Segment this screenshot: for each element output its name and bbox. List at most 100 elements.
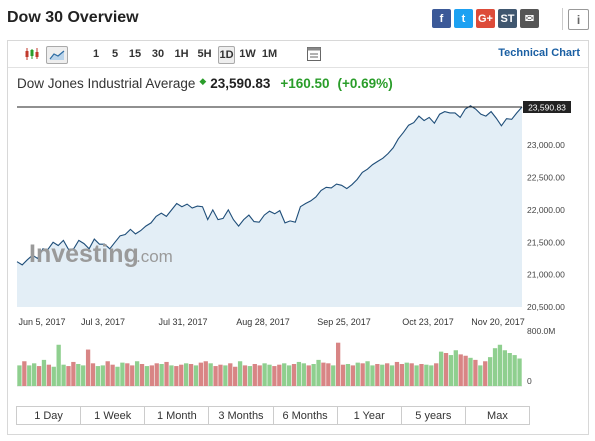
range-1-week[interactable]: 1 Week: [81, 407, 146, 424]
volume-bar: [370, 365, 375, 387]
volume-bar: [448, 355, 454, 386]
volume-bar: [223, 365, 228, 387]
price-chart[interactable]: Investing.com 23,590.83 23,000.00 22,500.00…: [8, 66, 588, 406]
interval-5h[interactable]: 5H: [197, 48, 212, 60]
interval-1m[interactable]: 1M: [261, 48, 278, 60]
twitter-icon[interactable]: t: [454, 9, 473, 28]
interval-30[interactable]: 30: [151, 48, 165, 60]
x-tick-label: Nov 20, 2017: [471, 317, 525, 327]
volume-bar: [56, 344, 61, 386]
volume-bar: [355, 362, 360, 387]
volume-bar: [81, 365, 86, 387]
range-1-month[interactable]: 1 Month: [145, 407, 210, 424]
volume-bar: [159, 364, 164, 386]
range-1-year[interactable]: 1 Year: [338, 407, 402, 424]
volume-bar: [198, 362, 204, 387]
volume-bar: [497, 344, 503, 386]
volume-bar: [32, 363, 37, 386]
technical-chart-link[interactable]: Technical Chart: [498, 47, 580, 59]
x-tick-label: Sep 25, 2017: [317, 317, 371, 327]
volume-bar: [365, 361, 370, 386]
info-icon[interactable]: i: [568, 9, 589, 30]
range-1-day[interactable]: 1 Day: [17, 407, 82, 424]
volume-bar: [419, 364, 424, 386]
instrument-name: Dow Jones Industrial Average: [17, 76, 196, 91]
volume-bar: [218, 364, 223, 386]
range-max[interactable]: Max: [487, 409, 508, 422]
volume-bar: [424, 364, 429, 386]
volume-bar: [272, 366, 277, 386]
candlestick-icon[interactable]: [22, 46, 42, 62]
area-chart-icon[interactable]: [46, 46, 68, 64]
header-divider: [562, 8, 563, 30]
volume-bar: [360, 363, 365, 386]
volume-bar: [66, 366, 71, 386]
interval-1d[interactable]: 1D: [218, 46, 235, 64]
volume-bar: [512, 355, 517, 386]
up-arrow-icon: ◆: [199, 76, 207, 86]
range-6-months[interactable]: 6 Months: [274, 407, 338, 424]
volume-bar: [326, 363, 331, 386]
x-tick-label: Jul 31, 2017: [158, 317, 207, 327]
volume-bar: [453, 350, 458, 386]
volume-bar: [267, 364, 272, 386]
page-title: Dow 30 Overview: [7, 9, 139, 26]
volume-bar: [154, 363, 159, 386]
volume-bar: [203, 361, 208, 386]
facebook-icon[interactable]: f: [432, 9, 451, 28]
volume-bar: [296, 361, 302, 386]
interval-1[interactable]: 1: [92, 48, 100, 60]
volume-bar: [252, 364, 257, 386]
x-tick-label: Oct 23, 2017: [402, 317, 454, 327]
volume-bar: [174, 366, 179, 386]
volume-bar: [100, 365, 105, 387]
email-icon[interactable]: ✉: [520, 9, 539, 28]
y-tick-label: 20,500.00: [527, 302, 565, 312]
volume-bar: [438, 351, 444, 387]
range-3-months[interactable]: 3 Months: [209, 407, 274, 424]
volume-bar: [458, 354, 463, 386]
volume-bar: [487, 357, 493, 387]
interval-1w[interactable]: 1W: [239, 48, 256, 60]
google-plus-icon[interactable]: G+: [476, 9, 495, 28]
volume-bar: [36, 366, 42, 386]
volume-bar: [208, 363, 213, 386]
volume-bar: [311, 364, 316, 386]
stocktwits-icon[interactable]: ST: [498, 9, 517, 28]
volume-bar: [130, 365, 135, 387]
settings-icon[interactable]: [305, 46, 323, 62]
volume-bar: [517, 358, 522, 386]
volume-bar: [385, 363, 390, 386]
chart-panel: 1 5 15 30 1H 5H 1D 1W 1M Technical Chart Dow Jon…: [7, 40, 589, 435]
volume-bar: [139, 364, 145, 386]
chart-toolbar: 1 5 15 30 1H 5H 1D 1W 1M Technical Chart: [8, 41, 588, 68]
last-price: 23,590.83: [210, 76, 271, 91]
interval-15[interactable]: 15: [128, 48, 142, 60]
volume-bar: [134, 361, 140, 386]
volume-bar: [429, 365, 434, 387]
y-tick-label: 22,000.00: [527, 205, 565, 215]
interval-5[interactable]: 5: [111, 48, 119, 60]
y-tick-label: 22,500.00: [527, 173, 565, 183]
volume-bar: [120, 362, 125, 387]
volume-bar: [144, 366, 150, 386]
volume-bar: [473, 359, 478, 387]
volume-bar: [389, 365, 395, 387]
interval-1h[interactable]: 1H: [174, 48, 189, 60]
volume-bar: [404, 362, 409, 387]
volume-bar: [233, 366, 238, 386]
volume-bar: [188, 364, 194, 386]
volume-bar: [95, 366, 101, 386]
volume-bar: [262, 363, 267, 386]
volume-bar: [282, 363, 287, 386]
volume-bar: [409, 363, 414, 386]
price-area: [17, 105, 522, 307]
range-5-years[interactable]: 5 years: [402, 407, 466, 424]
volume-bar: [125, 363, 130, 386]
volume-bar: [115, 366, 120, 386]
volume-bar: [247, 366, 253, 386]
volume-bar: [277, 364, 282, 386]
volume-bar: [61, 364, 66, 386]
volume-bar: [105, 361, 110, 386]
volume-max-label: 800.0M: [527, 326, 555, 336]
